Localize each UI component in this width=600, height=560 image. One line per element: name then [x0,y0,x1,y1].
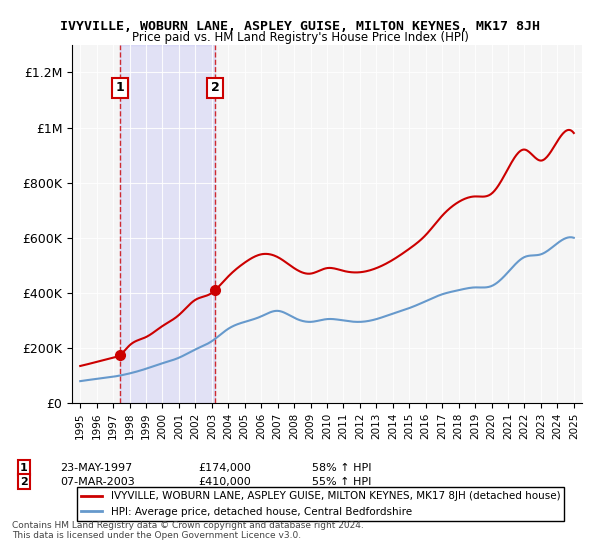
Text: 2: 2 [211,81,220,94]
Text: 1: 1 [115,81,124,94]
Text: 2: 2 [20,477,28,487]
Text: 07-MAR-2003: 07-MAR-2003 [60,477,135,487]
Text: Price paid vs. HM Land Registry's House Price Index (HPI): Price paid vs. HM Land Registry's House … [131,31,469,44]
Text: Contains HM Land Registry data © Crown copyright and database right 2024.
This d: Contains HM Land Registry data © Crown c… [12,521,364,540]
Bar [120,45,215,403]
Text: 23-MAY-1997: 23-MAY-1997 [60,463,132,473]
Text: 55% ↑ HPI: 55% ↑ HPI [312,477,371,487]
Text: 58% ↑ HPI: 58% ↑ HPI [312,463,371,473]
Text: IVYVILLE, WOBURN LANE, ASPLEY GUISE, MILTON KEYNES, MK17 8JH: IVYVILLE, WOBURN LANE, ASPLEY GUISE, MIL… [60,20,540,32]
Text: £174,000: £174,000 [198,463,251,473]
Text: 1: 1 [20,463,28,473]
Text: £410,000: £410,000 [198,477,251,487]
Legend: IVYVILLE, WOBURN LANE, ASPLEY GUISE, MILTON KEYNES, MK17 8JH (detached house), H: IVYVILLE, WOBURN LANE, ASPLEY GUISE, MIL… [77,487,565,521]
